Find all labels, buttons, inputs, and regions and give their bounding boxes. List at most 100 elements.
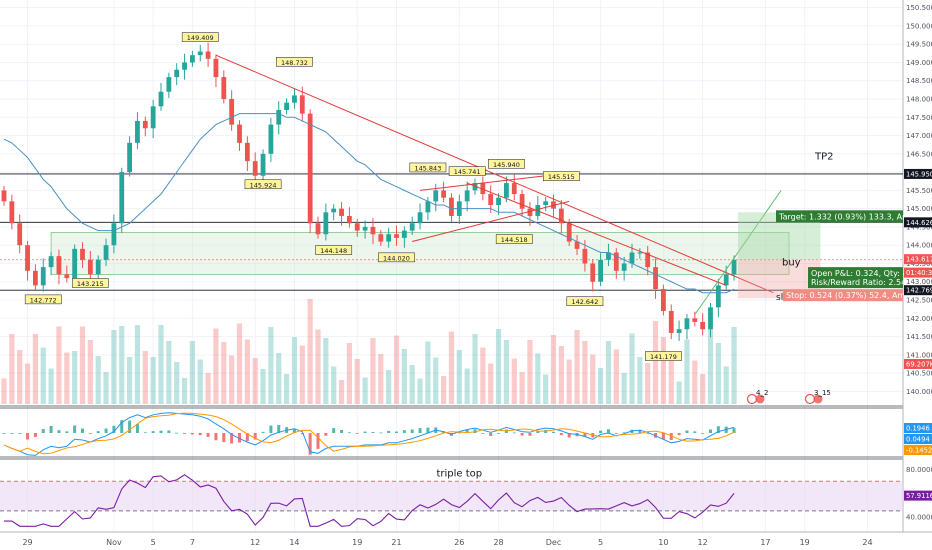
trend-line xyxy=(412,200,570,243)
volume-bar xyxy=(637,357,643,404)
pivot-label-text: 145.741 xyxy=(454,168,481,176)
time-tick-label: 14 xyxy=(289,538,299,547)
volume-bar xyxy=(488,363,494,404)
price-tick-label: 144.500 xyxy=(906,223,932,231)
price-tick-label: 143.000 xyxy=(906,278,932,286)
volume-bar xyxy=(668,353,674,404)
macd-histogram-bar xyxy=(528,433,532,436)
volume-bar xyxy=(456,350,462,404)
candle-body xyxy=(480,183,486,195)
candle-body xyxy=(613,252,619,271)
candle-body xyxy=(17,223,23,246)
volume-bar xyxy=(338,380,345,404)
macd-histogram-bar xyxy=(489,433,493,437)
pivot-label: 145.843 xyxy=(409,162,447,172)
volume-bar xyxy=(425,341,431,404)
macd-histogram-bar xyxy=(426,427,430,433)
candle-body xyxy=(504,183,509,198)
macd-histogram-bar xyxy=(26,433,30,440)
macd-histogram-bar xyxy=(473,429,477,433)
price-badge-text: 144.626 xyxy=(906,219,932,227)
pivot-label-text: 142.772 xyxy=(30,296,57,304)
rsi-band xyxy=(0,481,903,511)
price-badge: 69.207K xyxy=(904,358,932,369)
pivot-label-text: 142.642 xyxy=(571,298,598,306)
price-badge-text: 143.617 xyxy=(906,256,932,264)
volume-bar xyxy=(495,329,502,404)
pivot-label-text: 148.732 xyxy=(281,59,308,67)
price-tick-label: 145.500 xyxy=(906,187,932,195)
volume-bar xyxy=(370,338,376,404)
macd-histogram-bar xyxy=(465,429,469,433)
time-tick-label: 17 xyxy=(760,538,770,547)
volume-bar xyxy=(17,350,23,404)
event-marker[interactable]: 4_2 xyxy=(746,389,769,405)
macd-histogram-bar xyxy=(206,433,210,437)
candle-body xyxy=(668,310,674,333)
macd-histogram-bar xyxy=(685,430,689,433)
price-tick-label: 146.500 xyxy=(906,150,932,158)
candle-body xyxy=(127,142,132,173)
macd-histogram-bar xyxy=(324,433,328,436)
candle-body xyxy=(621,263,627,271)
candle-body xyxy=(386,234,392,242)
volume-bar xyxy=(346,343,352,404)
volume-bar xyxy=(48,368,54,404)
volume-bar xyxy=(645,363,651,404)
time-tick-label: Nov xyxy=(106,538,122,547)
macd-pane xyxy=(2,412,736,456)
target-box: Target: 1.332 (0.93%) 133.3, Amount: xyxy=(776,210,931,223)
price-badge-text: 142.769 xyxy=(906,287,932,295)
macd-histogram-bar xyxy=(10,433,14,434)
macd-histogram-bar xyxy=(646,433,650,434)
candle-body xyxy=(205,51,211,59)
price-tick-label: 145.000 xyxy=(906,205,932,213)
candle-body xyxy=(95,259,101,275)
stop-box-text: Stop: 0.524 (0.37%) 52.4, Amount: 2 xyxy=(786,291,932,300)
volume-bar xyxy=(715,343,721,404)
candle-body xyxy=(472,183,478,191)
volume-bar xyxy=(236,323,243,404)
volume-bar xyxy=(56,326,62,404)
macd-histogram-bar xyxy=(559,433,563,436)
candle-body xyxy=(347,215,352,224)
macd-histogram-bar xyxy=(128,420,132,433)
macd-histogram-bar xyxy=(96,431,100,433)
volume-bar xyxy=(291,337,298,404)
macd-histogram-bar xyxy=(292,429,296,433)
volume-bar xyxy=(252,358,258,404)
pivot-label: 145.940 xyxy=(488,159,525,169)
volume-bar xyxy=(221,342,227,404)
candle-body xyxy=(260,153,266,176)
candle-body xyxy=(590,263,596,282)
price-tick-label: 150.000 xyxy=(906,22,932,30)
pivot-label-text: 149.409 xyxy=(187,34,214,42)
tp2-label: TP2 xyxy=(814,151,834,162)
volume-bar xyxy=(590,354,596,404)
volume-bar xyxy=(707,327,714,404)
macd-histogram-bar xyxy=(120,420,124,433)
candle-body xyxy=(299,95,305,114)
event-marker[interactable]: 3_15 xyxy=(804,389,831,405)
trend-line xyxy=(694,190,782,315)
price-badge: 143.617 xyxy=(904,254,932,265)
candle-body xyxy=(519,194,525,209)
pivot-label: 144.518 xyxy=(495,234,533,244)
volume-bar xyxy=(550,335,557,404)
candle-body xyxy=(700,321,706,330)
support-zone xyxy=(50,232,790,275)
macd-histogram-bar xyxy=(638,429,642,433)
price-badge: 01:40:38 xyxy=(904,267,932,278)
volume-bar xyxy=(692,360,698,404)
pivot-label-text: 144.148 xyxy=(320,247,347,255)
candle-body xyxy=(582,248,588,264)
volume-bar xyxy=(448,331,455,404)
candle-body xyxy=(111,223,117,246)
macd-histogram-bar xyxy=(300,433,304,435)
volume-bar xyxy=(378,354,384,404)
candle-body xyxy=(661,289,666,311)
time-tick-label: 7 xyxy=(190,538,195,547)
candle-body xyxy=(166,77,172,92)
price-tick-label: 147.500 xyxy=(906,114,932,122)
